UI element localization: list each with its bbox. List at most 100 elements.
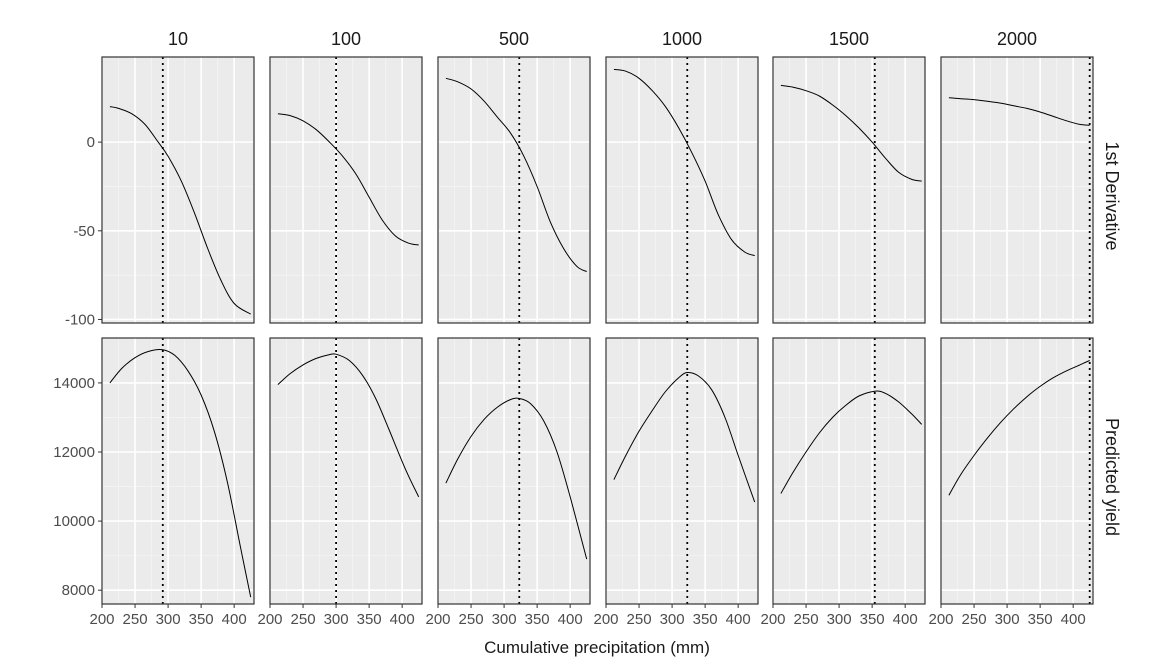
panel-border <box>605 337 759 605</box>
panel-border <box>772 56 926 324</box>
x-tick-label: 200 <box>760 611 785 628</box>
panel-background <box>606 338 758 604</box>
y-tick-label: 12000 <box>53 444 95 461</box>
panel-background <box>941 57 1093 323</box>
x-tick-label: 300 <box>492 611 517 628</box>
panel-border <box>101 337 255 605</box>
panel-border <box>940 337 1094 605</box>
y-tick-label: -50 <box>73 223 95 240</box>
row-strips: 1st Derivative Predicted yield <box>1102 141 1122 536</box>
x-tick-label: 200 <box>425 611 450 628</box>
series-line-r0-c3 <box>613 68 755 257</box>
y-tick-label: 14000 <box>53 375 95 392</box>
series-line-r1-c2 <box>445 397 588 560</box>
y-tick-label: 0 <box>87 134 95 151</box>
x-tick-label: 300 <box>660 611 685 628</box>
panel-r0-c5 <box>940 56 1094 324</box>
panel-r1-c3 <box>605 337 759 605</box>
series-line-r1-c0 <box>109 349 252 598</box>
x-tick-label: 400 <box>558 611 583 628</box>
panel-background <box>941 338 1093 604</box>
panel-r1-c2 <box>437 337 591 605</box>
x-tick-label: 300 <box>156 611 181 628</box>
panel-border <box>269 56 423 324</box>
x-tick-label: 300 <box>324 611 349 628</box>
panel-background <box>773 57 925 323</box>
series-line-r1-c3 <box>613 371 756 503</box>
column-strip-label: 10 <box>168 29 188 49</box>
x-tick-label: 250 <box>794 611 819 628</box>
panel-background <box>102 338 254 604</box>
x-tick-label: 250 <box>123 611 148 628</box>
panel-border <box>269 337 423 605</box>
x-tick-label: 350 <box>525 611 550 628</box>
panel-r0-c0 <box>101 56 255 324</box>
row-strip-label: 1st Derivative <box>1102 141 1122 250</box>
column-strip-label: 2000 <box>997 29 1037 49</box>
y-tick-label: 10000 <box>53 513 95 530</box>
panel-background <box>438 338 590 604</box>
x-axes: 200 250 300 350 400 200 250 300 350 400 200 250 300 3… <box>89 604 1086 628</box>
panel-border <box>940 56 1094 324</box>
x-tick-label: 200 <box>257 611 282 628</box>
panel-background <box>270 57 422 323</box>
x-tick-label: 400 <box>893 611 918 628</box>
x-tick-label: 350 <box>357 611 382 628</box>
x-axis-title: Cumulative precipitation (mm) <box>484 638 710 657</box>
series-line-r1-c5 <box>948 360 1090 496</box>
panel-background <box>773 338 925 604</box>
x-tick-label: 350 <box>693 611 718 628</box>
panel-border <box>605 56 759 324</box>
y-tick-label: -100 <box>65 311 95 328</box>
panel-r0-c2 <box>437 56 591 324</box>
column-strip-label: 1000 <box>662 29 702 49</box>
series-line-r0-c2 <box>445 77 587 273</box>
panel-background <box>270 338 422 604</box>
panel-r0-c3 <box>605 56 759 324</box>
series-line-r1-c1 <box>277 353 420 498</box>
panel-border <box>772 337 926 605</box>
x-tick-label: 400 <box>222 611 247 628</box>
x-tick-label: 250 <box>459 611 484 628</box>
x-tick-label: 200 <box>593 611 618 628</box>
series-line-r0-c1 <box>277 113 419 246</box>
x-tick-label: 300 <box>995 611 1020 628</box>
x-tick-label: 200 <box>928 611 953 628</box>
x-tick-label: 350 <box>860 611 885 628</box>
panel-border <box>437 56 591 324</box>
x-tick-label: 400 <box>390 611 415 628</box>
x-tick-label: 250 <box>291 611 316 628</box>
series-line-r0-c0 <box>109 106 251 315</box>
y-axes: -100 -50 0 8000 10000 12000 14000 <box>53 134 102 599</box>
panel-background <box>102 57 254 323</box>
y-tick-label: 8000 <box>62 582 95 599</box>
column-strip-label: 100 <box>331 29 361 49</box>
x-tick-label: 300 <box>827 611 852 628</box>
x-tick-label: 350 <box>189 611 214 628</box>
panel-r0-c1 <box>269 56 423 324</box>
x-tick-label: 250 <box>962 611 987 628</box>
panel-grid <box>101 56 1094 605</box>
panel-background <box>606 57 758 323</box>
row-strip-label: Predicted yield <box>1102 418 1122 536</box>
panel-border <box>101 56 255 324</box>
x-tick-label: 250 <box>627 611 652 628</box>
x-tick-label: 400 <box>1061 611 1086 628</box>
panel-r1-c4 <box>772 337 926 605</box>
panel-r1-c0 <box>101 337 255 605</box>
column-strip-label: 500 <box>499 29 529 49</box>
panel-r1-c5 <box>940 337 1094 605</box>
column-strips: 10 100 500 1000 1500 2000 <box>168 29 1037 49</box>
series-line-r0-c5 <box>948 97 1090 126</box>
x-tick-label: 200 <box>89 611 114 628</box>
x-tick-label: 400 <box>726 611 751 628</box>
series-line-r0-c4 <box>780 84 922 182</box>
column-strip-label: 1500 <box>829 29 869 49</box>
panel-background <box>438 57 590 323</box>
panel-r0-c4 <box>772 56 926 324</box>
series-line-r1-c4 <box>780 390 923 494</box>
x-tick-label: 350 <box>1028 611 1053 628</box>
panel-border <box>437 337 591 605</box>
panel-r1-c1 <box>269 337 423 605</box>
